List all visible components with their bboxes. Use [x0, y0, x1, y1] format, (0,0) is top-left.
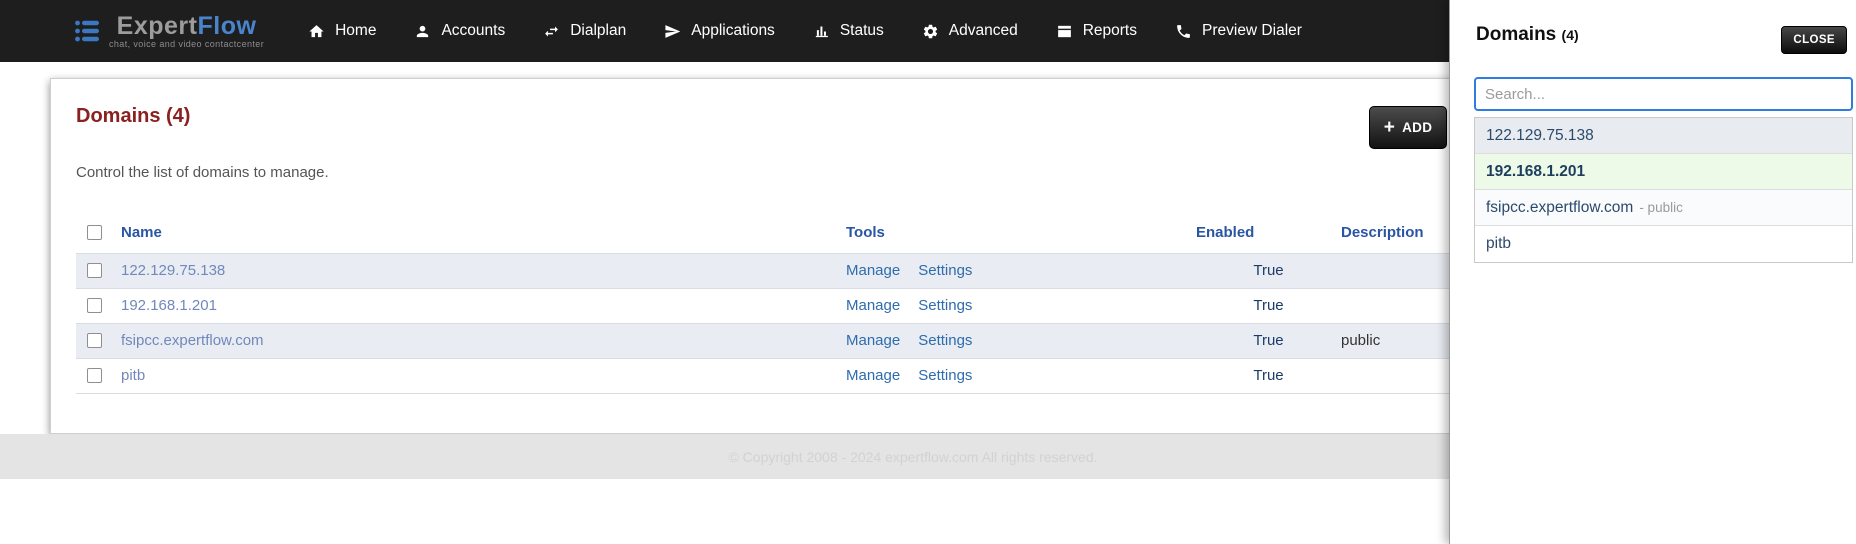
- nav-label-status: Status: [839, 22, 884, 39]
- nav-label-reports: Reports: [1082, 22, 1137, 39]
- bar-chart-icon: [815, 26, 828, 37]
- brand-tagline: chat, voice and video contactcenter: [109, 39, 265, 49]
- row-checkbox[interactable]: [87, 263, 102, 278]
- nav-item-advanced[interactable]: Advanced: [922, 22, 1018, 40]
- panel-title: Domains (4): [1476, 24, 1579, 46]
- enabled-value: True: [1196, 322, 1341, 359]
- manage-link[interactable]: Manage: [846, 367, 901, 384]
- domain-quick-list: 122.129.75.138 192.168.1.201 fsipcc.expe…: [1474, 117, 1853, 263]
- nav-item-accounts[interactable]: Accounts: [414, 22, 505, 40]
- list-item-label: pitb: [1486, 235, 1511, 252]
- swap-arrows-icon: [545, 26, 559, 36]
- list-item-label: 122.129.75.138: [1486, 126, 1594, 144]
- add-button-label: ADD: [1402, 120, 1433, 135]
- manage-link[interactable]: Manage: [846, 297, 901, 314]
- copyright-text: © Copyright 2008 - 2024 expertflow.com A…: [728, 448, 1098, 465]
- enabled-value: True: [1196, 252, 1341, 289]
- manage-link[interactable]: Manage: [846, 332, 901, 349]
- settings-link[interactable]: Settings: [918, 297, 973, 314]
- add-button[interactable]: + ADD: [1369, 106, 1447, 149]
- manage-link[interactable]: Manage: [846, 262, 901, 279]
- nav-label-preview-dialer: Preview Dialer: [1202, 22, 1302, 39]
- nav-item-reports[interactable]: Reports: [1056, 22, 1137, 40]
- domains-side-panel: Domains (4) CLOSE 122.129.75.138 192.168…: [1449, 0, 1856, 544]
- brand-secondary: Flow: [197, 12, 257, 40]
- nav-item-home[interactable]: Home: [308, 22, 376, 40]
- paper-plane-icon: [665, 24, 681, 38]
- row-checkbox[interactable]: [87, 298, 102, 313]
- gear-icon: [923, 24, 937, 38]
- row-checkbox[interactable]: [87, 368, 102, 383]
- user-icon: [417, 25, 429, 37]
- nav-label-home: Home: [335, 22, 377, 39]
- list-item[interactable]: 192.168.1.201: [1475, 154, 1852, 190]
- nav-item-status[interactable]: Status: [813, 22, 884, 40]
- domain-name-link[interactable]: pitb: [121, 367, 146, 384]
- expertflow-logo[interactable]: ExpertFlow chat, voice and video contact…: [74, 13, 264, 49]
- list-item-suffix: - public: [1639, 200, 1683, 215]
- list-item[interactable]: pitb: [1475, 226, 1852, 262]
- domain-name-link[interactable]: fsipcc.expertflow.com: [121, 332, 264, 349]
- brand-primary: Expert: [116, 12, 198, 40]
- header-enabled: Enabled: [1196, 224, 1255, 242]
- panel-count: (4): [1561, 27, 1579, 43]
- list-item-label: fsipcc.expertflow.com: [1486, 198, 1634, 216]
- settings-link[interactable]: Settings: [918, 367, 973, 384]
- panel-title-text: Domains: [1476, 24, 1557, 45]
- list-item[interactable]: 122.129.75.138: [1475, 118, 1852, 154]
- page-description: Control the list of domains to manage.: [76, 164, 329, 181]
- search-input[interactable]: [1474, 77, 1853, 111]
- window-icon: [1057, 25, 1071, 37]
- header-tools: Tools: [846, 224, 885, 242]
- domain-name-link[interactable]: 192.168.1.201: [121, 297, 217, 314]
- brand-name: ExpertFlow: [117, 13, 257, 39]
- nav-item-dialplan[interactable]: Dialplan: [543, 22, 626, 40]
- enabled-value: True: [1196, 357, 1341, 394]
- nav-label-advanced: Advanced: [948, 22, 1018, 39]
- select-all-checkbox[interactable]: [87, 225, 102, 241]
- close-button[interactable]: CLOSE: [1781, 26, 1847, 54]
- nav-menu: Home Accounts Dialplan Applications Stat…: [308, 22, 1302, 40]
- nav-label-applications: Applications: [691, 22, 775, 39]
- domain-name-link[interactable]: 122.129.75.138: [121, 262, 226, 279]
- enabled-value: True: [1196, 287, 1341, 324]
- logo-text: ExpertFlow chat, voice and video contact…: [109, 13, 264, 49]
- nav-item-preview-dialer[interactable]: Preview Dialer: [1175, 22, 1302, 40]
- table-header-row: Name Tools Enabled Description: [76, 213, 1792, 253]
- phone-icon: [1177, 24, 1190, 38]
- nav-label-dialplan: Dialplan: [570, 22, 627, 39]
- plus-icon: +: [1383, 117, 1396, 138]
- list-item[interactable]: fsipcc.expertflow.com - public: [1475, 190, 1852, 226]
- nav-label-accounts: Accounts: [441, 22, 506, 39]
- nav-item-applications[interactable]: Applications: [664, 22, 775, 40]
- settings-link[interactable]: Settings: [918, 262, 973, 279]
- settings-link[interactable]: Settings: [918, 332, 973, 349]
- header-name: Name: [121, 224, 162, 242]
- logo-list-icon: [75, 20, 99, 42]
- table-row: pitb Manage Settings True: [76, 357, 1792, 394]
- row-checkbox[interactable]: [87, 333, 102, 348]
- home-icon: [309, 24, 324, 37]
- header-description: Description: [1341, 224, 1424, 242]
- page-title: Domains (4): [76, 105, 191, 127]
- list-item-label: 192.168.1.201: [1486, 162, 1586, 180]
